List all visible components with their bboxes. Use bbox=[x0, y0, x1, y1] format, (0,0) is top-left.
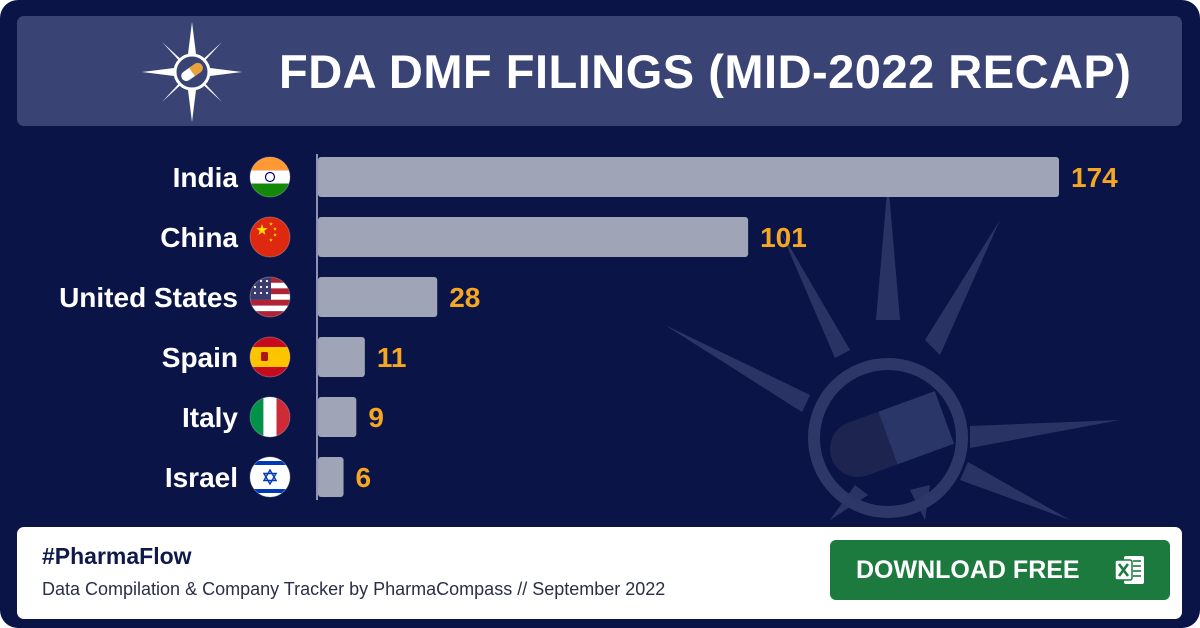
compass-watermark-icon bbox=[665, 190, 1120, 520]
page-title: FDA DMF FILINGS (MID-2022 RECAP) bbox=[279, 45, 1132, 98]
hashtag-label: #PharmaFlow bbox=[42, 543, 192, 569]
bar-china bbox=[318, 217, 749, 257]
country-label: Israel bbox=[165, 462, 238, 493]
value-label: 174 bbox=[1071, 162, 1118, 193]
spain-flag-icon bbox=[250, 337, 290, 377]
country-label: United States bbox=[59, 282, 238, 313]
china-flag-icon bbox=[250, 217, 290, 257]
country-label: China bbox=[160, 222, 238, 253]
country-label: Italy bbox=[182, 402, 238, 433]
download-free-button[interactable]: DOWNLOAD FREE bbox=[830, 540, 1170, 600]
value-label: 28 bbox=[449, 282, 480, 313]
bar-italy bbox=[318, 397, 357, 437]
value-label: 101 bbox=[760, 222, 807, 253]
italy-flag-icon bbox=[250, 397, 290, 437]
bar-india bbox=[318, 157, 1059, 197]
israel-flag-icon bbox=[250, 457, 290, 497]
bar-israel bbox=[318, 457, 344, 497]
country-label: Spain bbox=[162, 342, 238, 373]
value-label: 9 bbox=[368, 402, 384, 433]
country-label: India bbox=[173, 162, 239, 193]
footer-panel: #PharmaFlow Data Compilation & Company T… bbox=[17, 527, 1182, 619]
value-label: 11 bbox=[377, 342, 407, 373]
bar-chart: 174 India 101 China 28 United States 11 Spain 9 I… bbox=[59, 154, 1118, 500]
header-band: FDA DMF FILINGS (MID-2022 RECAP) bbox=[17, 16, 1182, 126]
excel-icon bbox=[1114, 556, 1144, 584]
bar-united-states bbox=[318, 277, 438, 317]
download-button-label: DOWNLOAD FREE bbox=[856, 556, 1080, 584]
value-label: 6 bbox=[356, 462, 372, 493]
india-flag-icon bbox=[250, 157, 290, 197]
compass-capsule-icon bbox=[142, 22, 242, 122]
byline-text: Data Compilation & Company Tracker by Ph… bbox=[42, 579, 666, 599]
bar-spain bbox=[318, 337, 365, 377]
